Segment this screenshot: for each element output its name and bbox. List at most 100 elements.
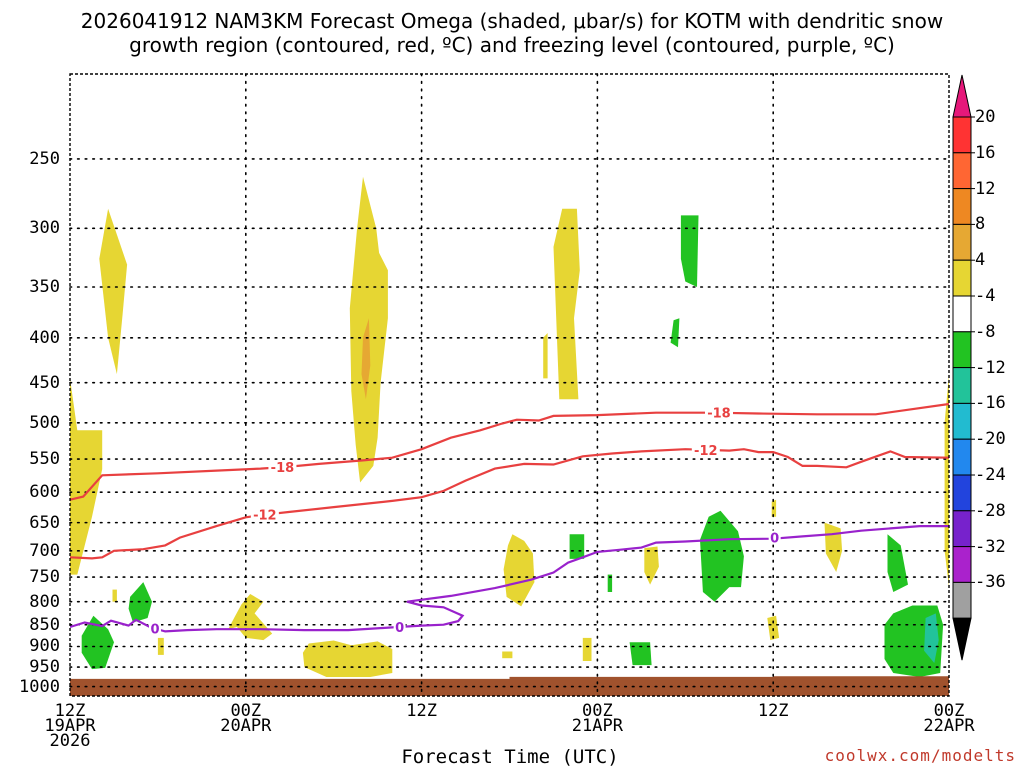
omega-region-5 (543, 333, 548, 379)
colorbar-label-2: 12 (975, 178, 996, 199)
omega-region-28 (924, 613, 939, 663)
colorbar-swatch-6 (952, 331, 972, 369)
y-tick-600: 600 (29, 482, 60, 503)
colorbar-label-3: 8 (975, 214, 986, 235)
colorbar-label-6: -8 (975, 321, 996, 342)
colorbar-swatch-13 (952, 581, 972, 619)
colorbar-label-8: -16 (975, 393, 1006, 414)
omega-region-7 (228, 594, 273, 641)
x-axis-label: Forecast Time (UTC) (401, 746, 619, 768)
contour-label-extra-1-bg (768, 530, 781, 545)
colorbar-bottom-arrow (952, 617, 972, 661)
omega-region-11 (824, 522, 843, 572)
x-tick-label-48: 12Z (757, 701, 789, 721)
y-tick-950: 950 (29, 657, 60, 678)
contour-label-extra-0-bg (393, 619, 406, 634)
omega-region-15 (502, 651, 513, 659)
chart-title-line-2: growth region (contoured, red, ºC) and f… (129, 33, 895, 57)
colorbar-label-12: -32 (975, 536, 1006, 557)
colorbar-swatch-4 (952, 259, 972, 297)
y-tick-700: 700 (29, 540, 60, 561)
colorbar-swatch-8 (952, 402, 972, 440)
contour-label-extra-3: -12 (694, 444, 718, 459)
colorbar-swatch-3 (952, 223, 972, 261)
omega-region-1 (99, 208, 128, 375)
omega-region-25 (629, 642, 652, 666)
colorbar-top-arrow (952, 74, 972, 118)
omega-region-26 (887, 534, 908, 592)
omega-region-8 (302, 640, 393, 677)
colorbar-label-5: -4 (975, 286, 996, 306)
colorbar-label-10: -24 (975, 465, 1006, 485)
omega-region-23 (569, 534, 585, 559)
contour-label-2: 0 (150, 623, 159, 638)
contour-label-extra-3-bg (691, 442, 720, 457)
omega-region-21 (670, 318, 680, 348)
colorbar-swatch-10 (952, 474, 972, 512)
omega-region-18 (81, 615, 114, 670)
contour-m12 (70, 448, 949, 560)
y-tick-650: 650 (29, 512, 60, 533)
colorbar-swatch-9 (952, 438, 972, 476)
x-tick-date-12: 20APR (220, 716, 272, 736)
colorbar-swatch-0 (952, 116, 972, 154)
contour-label-1-bg (250, 507, 279, 522)
x-tick-label-12: 00Z (230, 701, 262, 721)
contour-label-2-bg (148, 621, 161, 636)
x-tick-label-36: 00Z (582, 701, 613, 721)
y-tick-400: 400 (29, 327, 60, 348)
y-tick-250: 250 (29, 148, 60, 169)
omega-region-14 (582, 637, 592, 661)
contour-label-extra-0: 0 (395, 621, 404, 636)
colorbar-label-7: -12 (975, 357, 1006, 378)
contour-label-0: -18 (271, 461, 295, 476)
omega-region-22 (700, 510, 744, 602)
ground-terrain (70, 676, 949, 696)
y-tick-1000: 1000 (19, 676, 60, 697)
y-tick-800: 800 (29, 591, 60, 612)
omega-region-24 (607, 574, 613, 592)
x-tick-date-36: 21APR (571, 716, 623, 736)
colorbar-label-13: -36 (975, 572, 1006, 593)
omega-region-10 (644, 546, 659, 585)
omega-region-20 (680, 215, 699, 287)
y-tick-350: 350 (29, 277, 60, 297)
y-tick-750: 750 (29, 567, 60, 588)
y-tick-450: 450 (29, 372, 60, 393)
x-tick-label-60: 00Z (933, 701, 965, 721)
chart-title-line-1: 2026041912 NAM3KM Forecast Omega (shaded… (80, 9, 944, 33)
x-tick-label-0: 12Z (54, 701, 86, 721)
y-tick-550: 550 (29, 449, 60, 470)
colorbar-swatch-5 (952, 295, 972, 333)
y-tick-900: 900 (29, 636, 60, 657)
contour-label-0-bg (268, 460, 297, 475)
colorbar-label-11: -28 (975, 500, 1006, 521)
omega-region-6 (944, 374, 949, 588)
colorbar-label-0: 20 (975, 107, 996, 127)
x-tick-date-60: 22APR (923, 716, 975, 736)
omega-region-9 (503, 534, 535, 607)
x-tick-label-24: 12Z (406, 701, 437, 721)
omega-region-12 (767, 615, 780, 641)
y-tick-850: 850 (29, 614, 60, 635)
plot-frame (69, 73, 950, 697)
credit-link[interactable]: coolwx.com/modelts (824, 746, 1016, 765)
contour-m18 (70, 402, 949, 501)
y-tick-500: 500 (29, 412, 60, 433)
x-tick-year-0: 2026 (49, 731, 91, 751)
colorbar-label-4: 4 (975, 250, 986, 271)
colorbar-label-1: 16 (975, 142, 996, 163)
y-tick-300: 300 (29, 218, 60, 239)
x-tick-date-0: 19APR (44, 716, 96, 736)
contour-label-1: -12 (253, 509, 277, 524)
contour-label-extra-2: -18 (707, 407, 731, 422)
omega-region-4 (553, 208, 580, 400)
colorbar-swatch-12 (952, 546, 972, 583)
colorbar-label-9: -20 (975, 429, 1006, 450)
colorbar-swatch-2 (952, 188, 972, 225)
contour-label-extra-2-bg (704, 405, 733, 420)
omega-region-17 (112, 589, 117, 602)
colorbar-swatch-1 (952, 152, 972, 190)
colorbar-swatch-7 (952, 367, 972, 404)
